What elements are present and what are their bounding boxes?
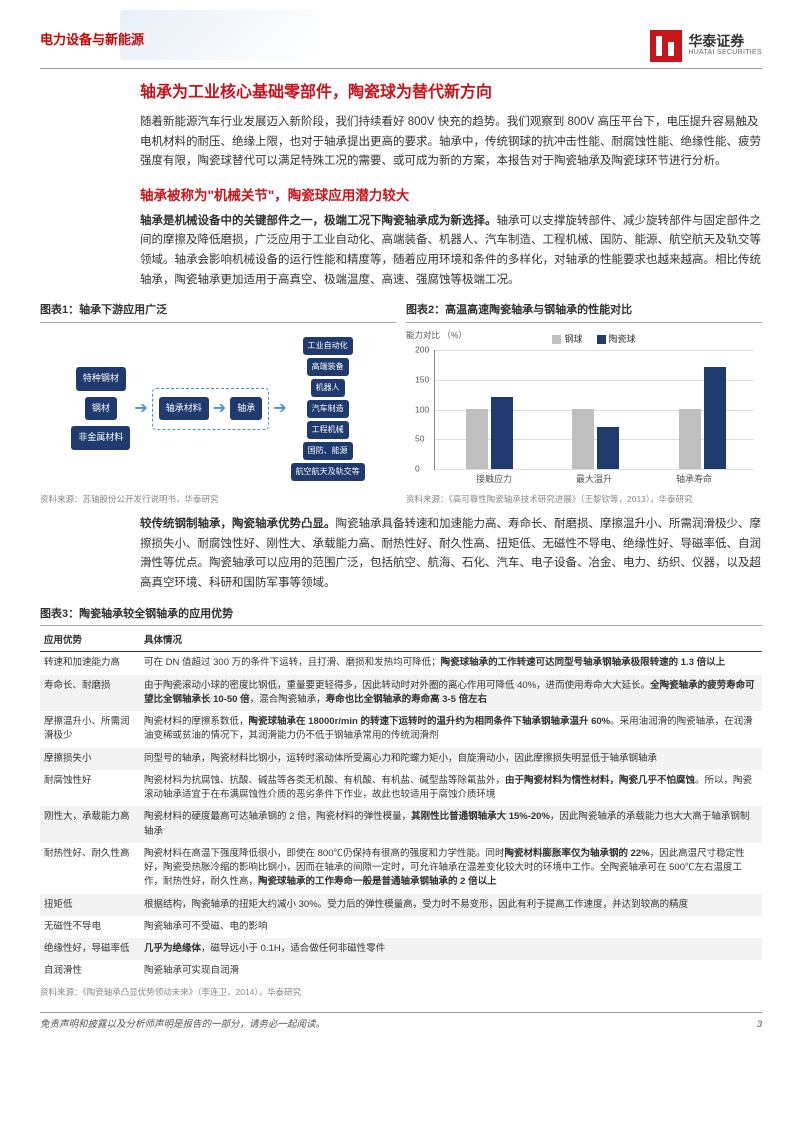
chart1-box: 图表1：轴承下游应用广泛 特种钢材钢材非金属材料 ➔ 轴承材料 ➔ 轴承 ➔ 工… xyxy=(40,302,396,505)
flow-input-node: 非金属材料 xyxy=(71,426,130,450)
flow-output-node: 工业自动化 xyxy=(303,337,353,355)
paragraph-1: 轴承是机械设备中的关键部件之一，极端工况下陶瓷轴承成为新选择。轴承可以支撑旋转部… xyxy=(40,212,762,290)
table-cell: 陶瓷轴承可实现自润滑 xyxy=(140,960,762,982)
paragraph-2: 较传统钢制轴承，陶瓷轴承优势凸显。陶瓷轴承具备转速和加速能力高、寿命长、耐磨损、… xyxy=(40,515,762,593)
table-cell: 摩擦损失小 xyxy=(40,748,140,770)
table-cell: 摩擦温升小、所需润滑极少 xyxy=(40,711,140,748)
para2-lead: 较传统钢制轴承，陶瓷轴承优势凸显。 xyxy=(140,518,336,530)
charts-row: 图表1：轴承下游应用广泛 特种钢材钢材非金属材料 ➔ 轴承材料 ➔ 轴承 ➔ 工… xyxy=(40,302,762,505)
brand-name: 华泰证券 xyxy=(688,34,762,48)
table-row: 刚性大，承载能力高陶瓷材料的硬度最高可达轴承钢的 2 倍，陶瓷材料的弹性模量，其… xyxy=(40,806,762,843)
table-cell: 陶瓷材料的摩擦系数低，陶瓷球轴承在 18000r/min 的转速下运转时的温升约… xyxy=(140,711,762,748)
x-axis-labels: 接触应力 最大温升 轴承寿命 xyxy=(434,473,754,487)
x-tick-label: 接触应力 xyxy=(476,473,512,487)
flow-output-node: 机器人 xyxy=(311,379,345,397)
page-header: 电力设备与新能源 华泰证券 HUATAI SECURITIES xyxy=(40,30,762,69)
table-row: 耐热性好、耐久性高陶瓷材料在高温下强度降低很小，即使在 800℃仍保持有很高的强… xyxy=(40,843,762,894)
disclaimer: 免责声明和披露以及分析师声明是报告的一部分，请务必一起阅读。 xyxy=(40,1018,325,1032)
para1-lead: 轴承是机械设备中的关键部件之一，极端工况下陶瓷轴承成为新选择。 xyxy=(140,215,497,227)
chart2-box: 图表2：高温高速陶瓷轴承与钢轴承的性能对比 能力对比 （%） 钢球 陶瓷球 050… xyxy=(406,302,762,505)
table-header: 应用优势 xyxy=(40,631,140,652)
legend-item: 钢球 xyxy=(552,333,582,347)
page-number: 3 xyxy=(757,1018,762,1032)
chart2-bar-chart: 能力对比 （%） 钢球 陶瓷球 050100150200 接触应力 最大温升 轴承寿命 xyxy=(406,329,762,489)
bar xyxy=(572,409,594,469)
table-cell: 根据结构，陶瓷轴承的扭矩大约减小 30%。受力后的弹性模量高，受力时不易变形，因… xyxy=(140,894,762,916)
table-cell: 陶瓷材料为抗腐蚀、抗酸、碱盐等各类无机酸、有机酸、有机盐、碱型盐等除氟盐外，由于… xyxy=(140,770,762,807)
flow-output-node: 汽车制造 xyxy=(307,400,349,418)
table-cell: 陶瓷轴承可不受磁、电的影响 xyxy=(140,916,762,938)
table-row: 无磁性不导电陶瓷轴承可不受磁、电的影响 xyxy=(40,916,762,938)
logo-mark-icon xyxy=(650,30,682,62)
flow-input-node: 钢材 xyxy=(85,397,117,421)
chart1-title: 图表1：轴承下游应用广泛 xyxy=(40,302,396,323)
arrow-icon: ➔ xyxy=(134,397,147,421)
bar xyxy=(597,427,619,469)
arrow-icon: ➔ xyxy=(273,397,286,421)
table-row: 绝缘性好，导磁率低几乎为绝缘体，磁导远小于 0.1H，适合做任何非磁性零件 xyxy=(40,938,762,960)
flow-output-node: 航空航天及轨交等 xyxy=(291,463,365,481)
table-header: 具体情况 xyxy=(140,631,762,652)
bar xyxy=(679,409,701,469)
table-cell: 几乎为绝缘体，磁导远小于 0.1H，适合做任何非磁性零件 xyxy=(140,938,762,960)
bar-group xyxy=(572,409,619,469)
table-cell: 绝缘性好，导磁率低 xyxy=(40,938,140,960)
bar xyxy=(491,397,513,469)
category-label: 电力设备与新能源 xyxy=(40,30,144,50)
chart2-source: 资料来源：《高可靠性陶瓷轴承技术研究进展》（王黎钦等，2013），华泰研究 xyxy=(406,493,762,506)
table-cell: 扭矩低 xyxy=(40,894,140,916)
table-cell: 由于陶瓷滚动小球的密度比钢低，重量要更轻得多，因此转动时对外圈的离心作用可降低 … xyxy=(140,675,762,712)
table-row: 摩擦温升小、所需润滑极少陶瓷材料的摩擦系数低，陶瓷球轴承在 18000r/min… xyxy=(40,711,762,748)
bar-group xyxy=(679,367,726,469)
table-cell: 转速和加速能力高 xyxy=(40,652,140,675)
plot-area: 050100150200 xyxy=(434,350,754,470)
intro-paragraph: 随着新能源汽车行业发展迈入新阶段，我们持续看好 800V 快充的趋势。我们观察到… xyxy=(40,113,762,172)
legend-item: 陶瓷球 xyxy=(597,333,636,347)
arrow-icon: ➔ xyxy=(213,397,226,421)
table3: 应用优势具体情况 转速和加速能力高可在 DN 值超过 300 万的条件下运转，且… xyxy=(40,631,762,983)
table-row: 转速和加速能力高可在 DN 值超过 300 万的条件下运转，且打滑、磨损和发热均… xyxy=(40,652,762,675)
table-cell: 耐腐蚀性好 xyxy=(40,770,140,807)
chart2-title: 图表2：高温高速陶瓷轴承与钢轴承的性能对比 xyxy=(406,302,762,323)
table3-title: 图表3：陶瓷轴承较全钢轴承的应用优势 xyxy=(40,606,762,627)
brand-name-en: HUATAI SECURITIES xyxy=(688,48,762,59)
y-axis-label: 能力对比 （%） xyxy=(406,329,467,342)
table-cell: 自润滑性 xyxy=(40,960,140,982)
chart1-flow-diagram: 特种钢材钢材非金属材料 ➔ 轴承材料 ➔ 轴承 ➔ 工业自动化高端装备机器人汽车… xyxy=(40,329,396,489)
x-tick-label: 轴承寿命 xyxy=(676,473,712,487)
page-footer: 免责声明和披露以及分析师声明是报告的一部分，请务必一起阅读。 3 xyxy=(40,1012,762,1032)
chart-legend: 钢球 陶瓷球 xyxy=(434,333,754,347)
table-row: 寿命长、耐磨损由于陶瓷滚动小球的密度比钢低，重量要更轻得多，因此转动时对外圈的离… xyxy=(40,675,762,712)
flow-output-node: 国防、能源 xyxy=(303,442,353,460)
table-cell: 陶瓷材料的硬度最高可达轴承钢的 2 倍，陶瓷材料的弹性模量，其刚性比普通钢轴承大… xyxy=(140,806,762,843)
x-tick-label: 最大温升 xyxy=(576,473,612,487)
flow-node-mid1: 轴承材料 xyxy=(159,397,209,421)
table-cell: 可在 DN 值超过 300 万的条件下运转，且打滑、磨损和发热均可降低；陶瓷球轴… xyxy=(140,652,762,675)
table-cell: 陶瓷材料在高温下强度降低很小，即使在 800℃仍保持有很高的强度和力学性能。同时… xyxy=(140,843,762,894)
flow-output-node: 工程机械 xyxy=(307,421,349,439)
table-cell: 寿命长、耐磨损 xyxy=(40,675,140,712)
brand-logo: 华泰证券 HUATAI SECURITIES xyxy=(650,30,762,62)
table-row: 耐腐蚀性好陶瓷材料为抗腐蚀、抗酸、碱盐等各类无机酸、有机酸、有机盐、碱型盐等除氟… xyxy=(40,770,762,807)
bar xyxy=(466,409,488,469)
bar-group xyxy=(466,397,513,469)
table-row: 扭矩低根据结构，陶瓷轴承的扭矩大约减小 30%。受力后的弹性模量高，受力时不易变… xyxy=(40,894,762,916)
flow-node-mid2: 轴承 xyxy=(230,397,262,421)
table-cell: 耐热性好、耐久性高 xyxy=(40,843,140,894)
table-row: 摩擦损失小同型号的轴承，陶瓷材料比钢小，运转时滚动体所受离心力和陀螺力矩小，自旋… xyxy=(40,748,762,770)
flow-input-node: 特种钢材 xyxy=(76,367,126,391)
flow-output-node: 高端装备 xyxy=(307,358,349,376)
table-cell: 同型号的轴承，陶瓷材料比钢小，运转时滚动体所受离心力和陀螺力矩小，自旋滑动小，因… xyxy=(140,748,762,770)
chart1-source: 资料来源：苏轴股份公开发行说明书，华泰研究 xyxy=(40,493,396,506)
table-row: 自润滑性陶瓷轴承可实现自润滑 xyxy=(40,960,762,982)
bar xyxy=(704,367,726,469)
dashed-container: 轴承材料 ➔ 轴承 xyxy=(152,388,269,430)
table-cell: 无磁性不导电 xyxy=(40,916,140,938)
section-title: 轴承被称为"机械关节"，陶瓷球应用潜力较大 xyxy=(40,186,762,206)
table3-source: 资料来源：《陶瓷轴承凸显优势领动未来》（李连卫，2014），华泰研究 xyxy=(40,986,762,999)
table-cell: 刚性大，承载能力高 xyxy=(40,806,140,843)
main-title: 轴承为工业核心基础零部件，陶瓷球为替代新方向 xyxy=(40,81,762,105)
